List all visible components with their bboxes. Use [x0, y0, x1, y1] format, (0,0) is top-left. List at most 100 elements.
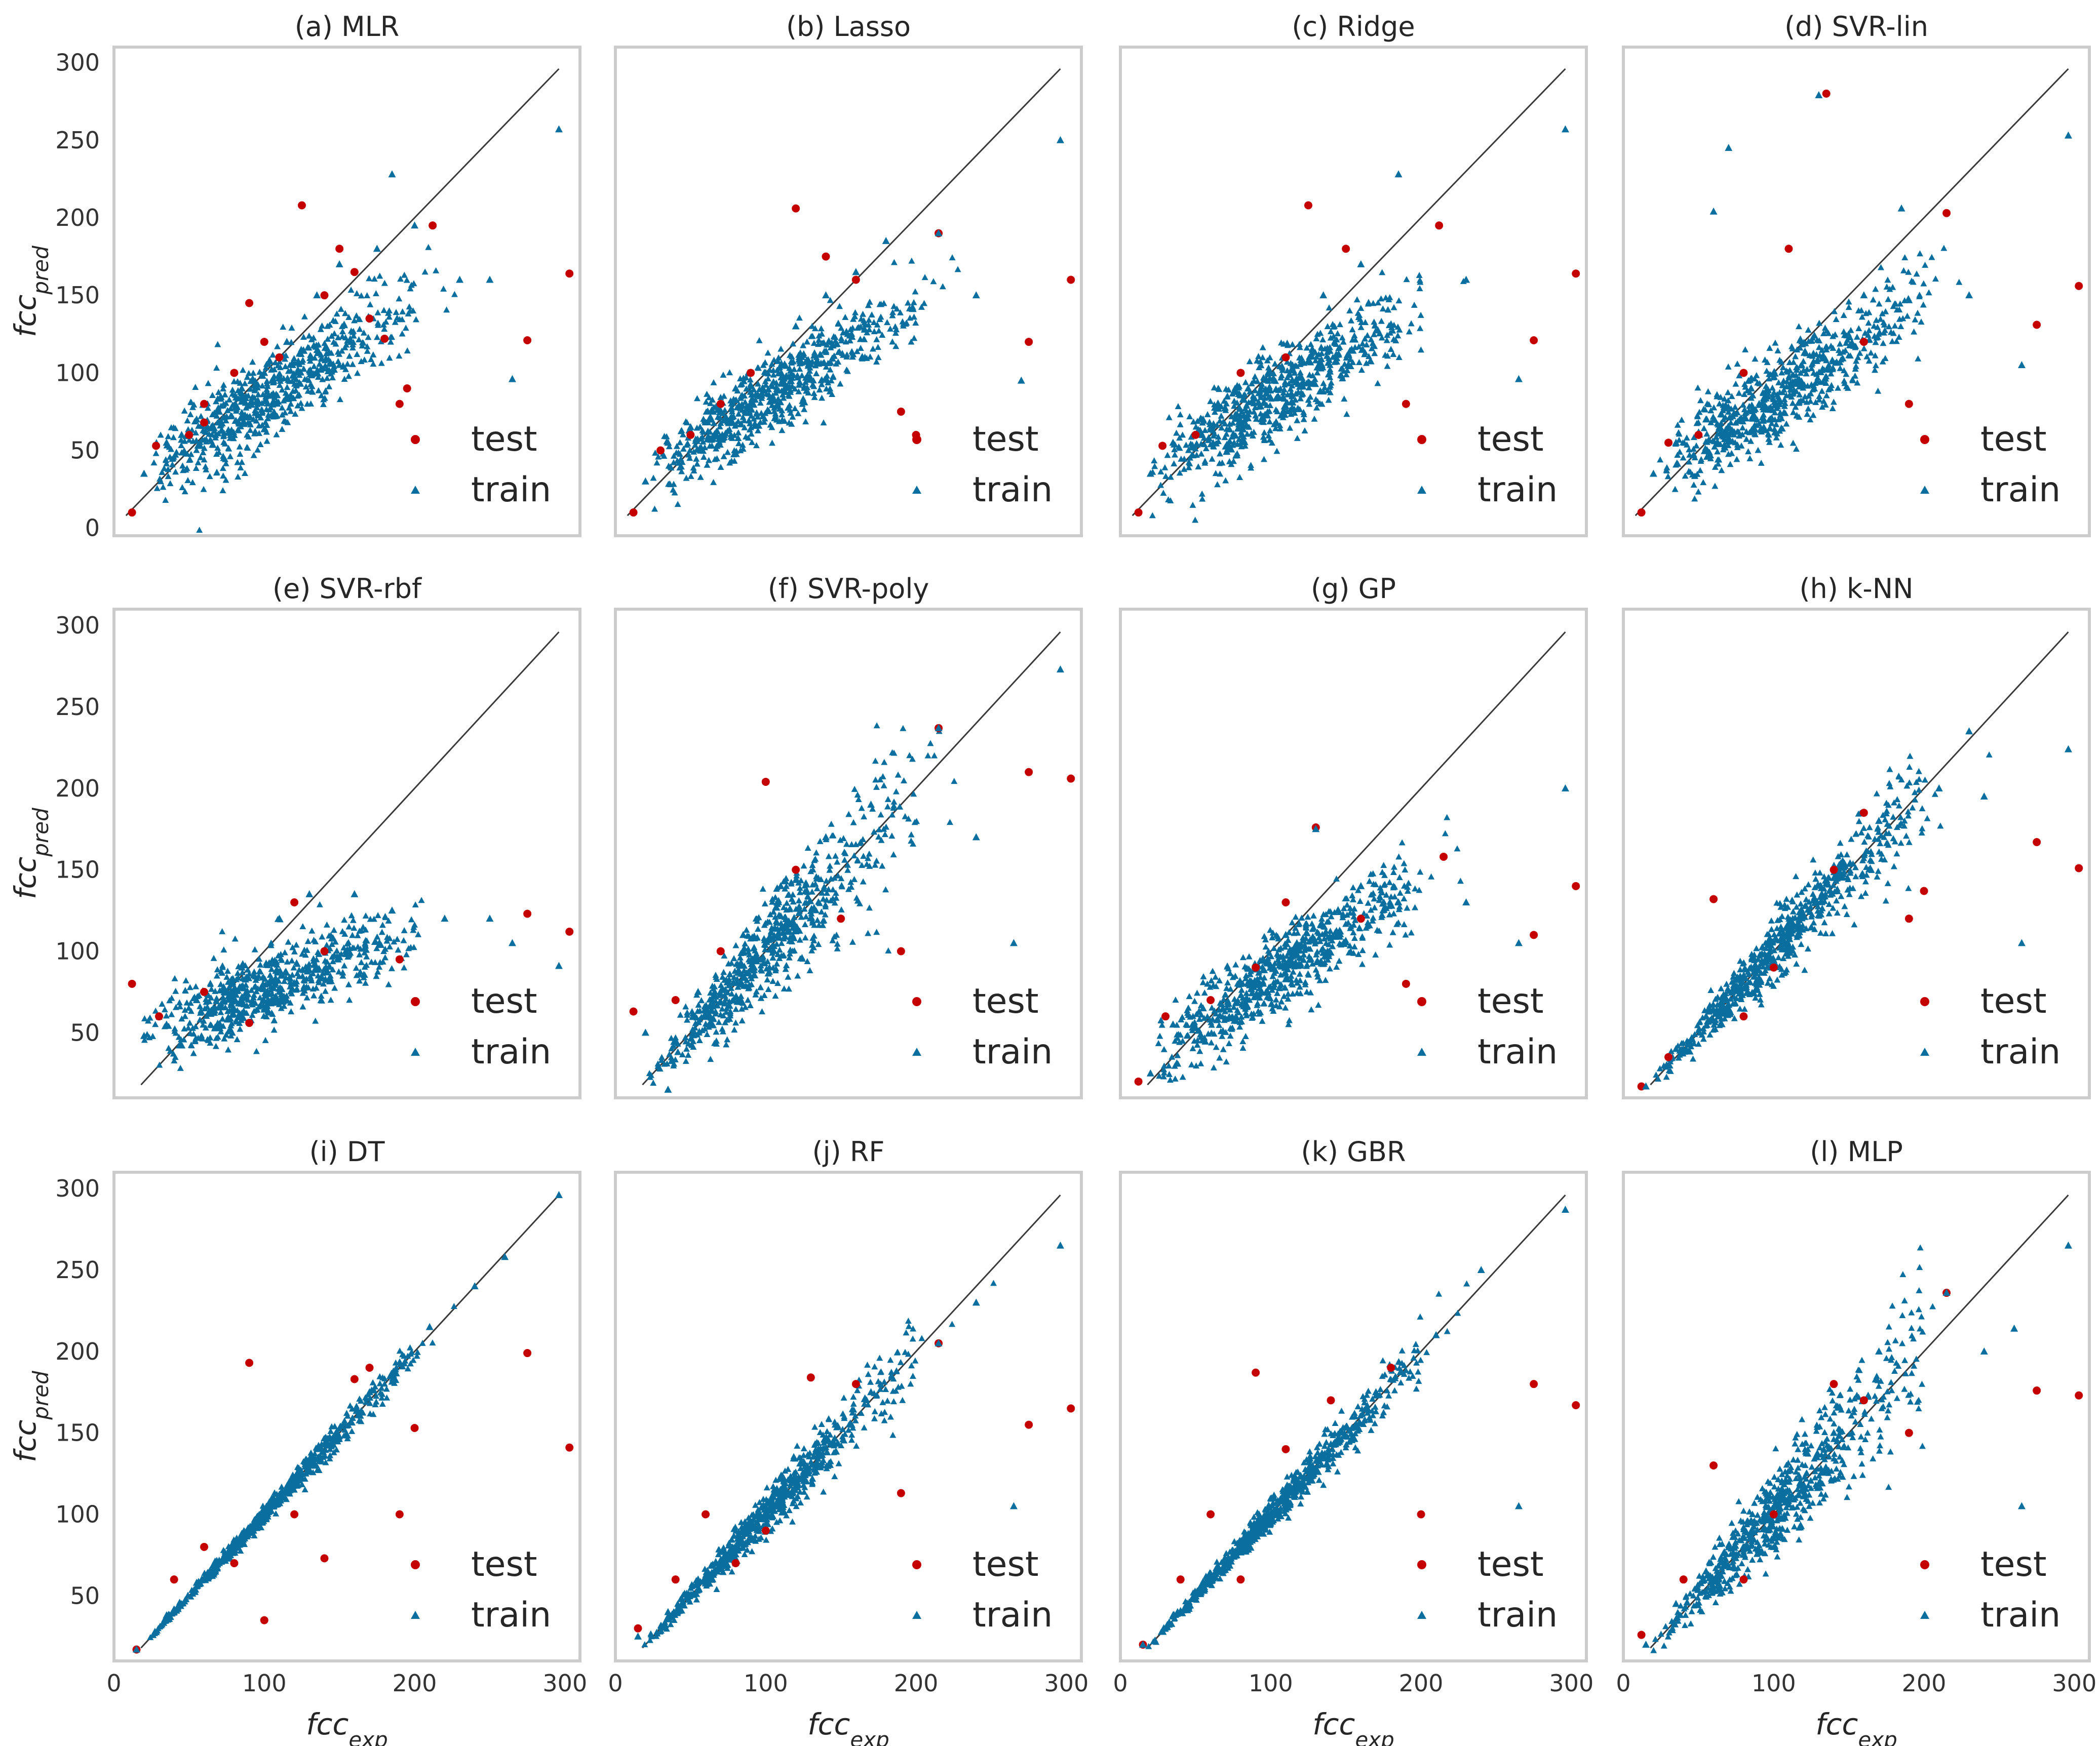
train-point — [1166, 1077, 1174, 1083]
legend-train-marker — [1417, 486, 1426, 494]
train-point — [900, 777, 907, 784]
train-point — [735, 966, 742, 972]
train-point — [376, 959, 383, 965]
train-point — [1362, 319, 1369, 325]
train-point — [757, 983, 764, 990]
train-point — [1865, 320, 1872, 326]
train-point — [204, 405, 211, 411]
train-point — [1714, 393, 1721, 400]
train-point — [221, 391, 228, 398]
train-point — [167, 1047, 174, 1054]
train-point — [1769, 415, 1776, 421]
train-point — [363, 937, 370, 944]
train-point — [769, 942, 776, 949]
train-point — [1726, 414, 1733, 420]
train-point — [830, 832, 837, 839]
train-point — [730, 974, 737, 980]
test-point — [320, 947, 329, 956]
train-point — [798, 372, 805, 378]
train-point — [1734, 441, 1741, 448]
train-point — [972, 291, 980, 299]
train-point — [328, 367, 335, 374]
train-point — [189, 438, 197, 444]
train-point — [796, 366, 803, 372]
train-point — [1807, 390, 1814, 396]
train-point — [1250, 398, 1257, 404]
train-point — [902, 813, 909, 819]
train-point — [1841, 380, 1848, 386]
train-point — [873, 336, 880, 342]
train-point — [679, 1051, 686, 1057]
train-point — [729, 400, 736, 406]
train-point — [893, 305, 901, 312]
train-point — [1261, 437, 1268, 443]
train-point — [858, 354, 865, 361]
train-point — [682, 1038, 689, 1045]
test-point — [1942, 209, 1951, 217]
train-point — [232, 394, 239, 401]
train-point — [1721, 436, 1728, 443]
train-point — [310, 962, 317, 968]
train-point — [739, 442, 746, 448]
train-point — [1216, 450, 1223, 457]
train-point — [273, 431, 280, 438]
train-point — [722, 985, 729, 992]
train-point — [1326, 965, 1333, 972]
train-point — [1408, 320, 1415, 327]
train-point — [260, 980, 267, 987]
train-point — [818, 325, 825, 332]
train-point — [1733, 456, 1740, 462]
train-point — [1386, 879, 1393, 885]
train-point — [1763, 382, 1770, 389]
train-point — [910, 840, 917, 847]
train-point — [277, 375, 284, 382]
train-point — [686, 423, 694, 430]
train-point — [1872, 286, 1879, 292]
test-point — [403, 384, 411, 392]
train-point — [1755, 447, 1762, 453]
train-point — [786, 378, 793, 385]
train-point — [278, 957, 285, 963]
train-point — [889, 312, 896, 319]
train-point — [186, 1019, 193, 1026]
train-point — [728, 457, 735, 464]
train-point — [801, 888, 808, 895]
test-point — [185, 430, 193, 439]
train-point — [821, 360, 828, 366]
train-point — [189, 1024, 196, 1031]
train-point — [176, 1003, 183, 1010]
train-point — [338, 950, 345, 957]
train-point — [363, 953, 370, 960]
train-point — [1207, 398, 1214, 404]
train-point — [719, 1025, 726, 1032]
train-point — [870, 319, 877, 325]
train-point — [304, 387, 312, 394]
train-point — [178, 430, 186, 438]
train-point — [1199, 495, 1206, 502]
train-point — [822, 911, 829, 918]
train-point — [1779, 389, 1786, 395]
train-point — [900, 725, 907, 731]
train-point — [737, 993, 745, 999]
train-point — [801, 399, 808, 406]
test-point — [260, 338, 268, 346]
train-point — [1773, 421, 1780, 427]
train-point — [690, 1038, 697, 1044]
train-point — [169, 461, 176, 467]
train-point — [873, 929, 880, 935]
train-point — [684, 1016, 691, 1023]
train-point — [299, 966, 306, 972]
train-point — [327, 932, 334, 938]
train-point — [1395, 853, 1403, 860]
train-point — [342, 334, 349, 341]
train-point — [200, 486, 207, 492]
panel-title: (d) SVR-lin — [1784, 11, 1928, 43]
train-point — [1323, 928, 1330, 934]
train-point — [1827, 342, 1835, 349]
train-point — [811, 325, 819, 332]
train-point — [387, 338, 394, 345]
train-point — [1335, 345, 1342, 351]
train-point — [287, 401, 294, 407]
train-point — [716, 991, 723, 998]
train-point — [203, 999, 210, 1005]
